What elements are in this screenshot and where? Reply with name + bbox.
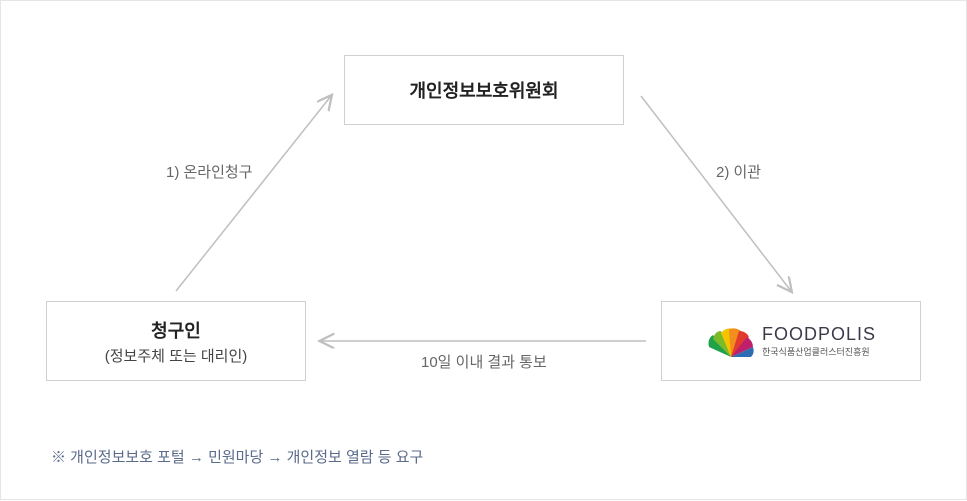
edge-label-1: 1) 온라인청구	[166, 161, 253, 182]
foodpolis-logo-sub: 한국식품산업클러스터진흥원	[762, 345, 870, 358]
edge-label-2: 2) 이관	[716, 161, 761, 182]
node-claimant-title: 청구인	[151, 317, 201, 343]
edge-label-3: 10일 이내 결과 통보	[421, 351, 547, 372]
node-foodpolis: FOODPOLIS 한국식품산업클러스터진흥원	[661, 301, 921, 381]
edge-1	[176, 96, 331, 291]
foodpolis-logo-text: FOODPOLIS 한국식품산업클러스터진흥원	[762, 324, 876, 358]
node-claimant: 청구인 (정보주체 또는 대리인)	[46, 301, 306, 381]
node-committee: 개인정보보호위원회	[344, 55, 624, 125]
foodpolis-logo-icon	[706, 323, 756, 359]
node-claimant-subtitle: (정보주체 또는 대리인)	[105, 345, 248, 366]
footnote: ※ 개인정보보호 포털 → 민원마당 → 개인정보 열람 등 요구	[51, 446, 423, 467]
diagram-container: 개인정보보호위원회 청구인 (정보주체 또는 대리인) FOODPOLIS 한국…	[0, 0, 967, 500]
foodpolis-logo-main: FOODPOLIS	[762, 324, 876, 345]
node-committee-title: 개인정보보호위원회	[409, 77, 558, 103]
edge-2	[641, 96, 791, 291]
